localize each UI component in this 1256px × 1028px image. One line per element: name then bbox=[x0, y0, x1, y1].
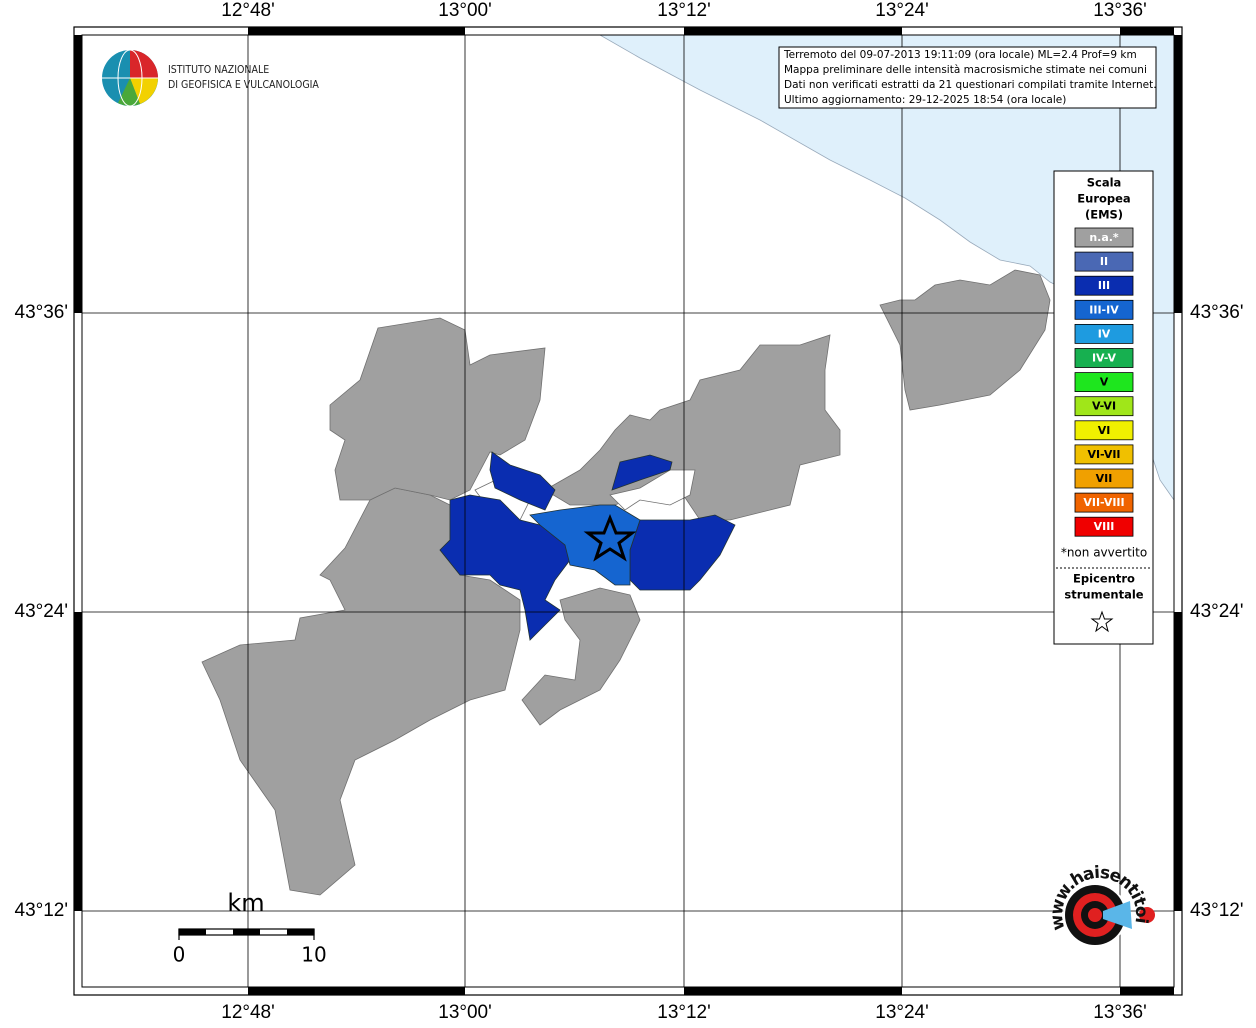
lon-label: 12°48' bbox=[221, 1002, 275, 1023]
legend: Scala Europea (EMS) *non avvertito Epice… bbox=[1053, 170, 1154, 645]
municipality-iii bbox=[489, 451, 556, 511]
legend-label: VIII bbox=[1094, 520, 1115, 533]
epicenter-symbol bbox=[1090, 610, 1114, 633]
axis-labels: 12°48' 13°00' 13°12' 13°24' 13°36' 12°48… bbox=[15, 0, 1244, 1023]
frame bbox=[73, 26, 1183, 996]
legend-swatch bbox=[1074, 516, 1134, 537]
lon-label: 13°24' bbox=[875, 1002, 929, 1023]
legend-label: n.a.* bbox=[1089, 231, 1119, 244]
legend-label: III-IV bbox=[1089, 303, 1119, 316]
legend-label: IV-V bbox=[1092, 352, 1117, 365]
info-line: Ultimo aggiornamento: 29-12-2025 18:54 (… bbox=[784, 94, 1066, 106]
legend-label: VII-VIII bbox=[1083, 496, 1124, 509]
info-line: Terremoto del 09-07-2013 19:11:09 (ora l… bbox=[783, 49, 1137, 61]
info-line: Mappa preliminare delle intensità macros… bbox=[784, 64, 1147, 76]
lat-label: 43°24' bbox=[1190, 601, 1244, 622]
lon-label: 13°12' bbox=[657, 1002, 711, 1023]
legend-swatch bbox=[1074, 275, 1134, 296]
legend-label: VII bbox=[1096, 472, 1113, 485]
legend-swatch bbox=[1074, 348, 1134, 368]
legend-title: Scala bbox=[1087, 176, 1122, 190]
legend-swatch bbox=[1074, 492, 1134, 513]
legend-epicenter: strumentale bbox=[1064, 588, 1143, 602]
legend-swatch bbox=[1074, 420, 1134, 441]
legend-label: V-VI bbox=[1092, 400, 1116, 413]
municipality bbox=[201, 487, 521, 896]
scale-label: 10 bbox=[301, 943, 326, 967]
lon-label: 12°48' bbox=[221, 0, 275, 21]
lat-label: 43°12' bbox=[15, 900, 69, 921]
map-area bbox=[82, 35, 1174, 987]
legend-swatch bbox=[1074, 323, 1134, 344]
legend-swatch bbox=[1074, 396, 1134, 417]
municipality bbox=[329, 317, 546, 501]
info-line: Dati non verificati estratti da 21 quest… bbox=[784, 79, 1157, 91]
lon-label: 13°24' bbox=[875, 0, 929, 21]
lon-label: 13°00' bbox=[438, 0, 492, 21]
legend-swatch bbox=[1074, 227, 1134, 248]
no-data-area bbox=[609, 469, 696, 511]
legend-note: *non avvertito bbox=[1061, 546, 1147, 560]
legend-swatch bbox=[1074, 251, 1134, 272]
logo-text: ISTITUTO NAZIONALE bbox=[168, 64, 269, 76]
epicenter bbox=[583, 513, 637, 562]
logo-text: DI GEOFISICA E VULCANOLOGIA bbox=[168, 79, 319, 91]
info-box: Terremoto del 09-07-2013 19:11:09 (ora l… bbox=[778, 46, 1157, 109]
legend-label: VI-VII bbox=[1087, 448, 1120, 461]
municipality bbox=[879, 269, 1051, 411]
legend-label: V bbox=[1100, 376, 1109, 389]
lon-label: 13°36' bbox=[1093, 1002, 1147, 1023]
legend-label: II bbox=[1100, 255, 1108, 268]
lat-label: 43°12' bbox=[1190, 900, 1244, 921]
legend-label: VI bbox=[1098, 424, 1111, 437]
legend-label: III bbox=[1098, 279, 1110, 292]
lon-label: 13°12' bbox=[657, 0, 711, 21]
legend-epicenter: Epicentro bbox=[1073, 572, 1135, 586]
scale-bar: km 0 10 bbox=[173, 889, 327, 967]
legend-title: Europea bbox=[1077, 192, 1130, 206]
lon-label: 13°00' bbox=[438, 1002, 492, 1023]
scale-label: 0 bbox=[173, 943, 186, 967]
legend-label: IV bbox=[1098, 327, 1111, 340]
lat-label: 43°24' bbox=[15, 601, 69, 622]
legend-swatch bbox=[1074, 299, 1134, 320]
municipality-iii bbox=[611, 454, 673, 491]
lon-label: 13°36' bbox=[1093, 0, 1147, 21]
sea bbox=[599, 35, 1174, 501]
grid bbox=[82, 35, 1174, 987]
municipality bbox=[521, 587, 641, 726]
legend-title: (EMS) bbox=[1085, 208, 1123, 222]
lat-label: 43°36' bbox=[15, 302, 69, 323]
legend-swatch bbox=[1074, 468, 1134, 489]
legend-swatch bbox=[1074, 444, 1134, 465]
lat-label: 43°36' bbox=[1190, 302, 1244, 323]
legend-swatch bbox=[1074, 372, 1134, 393]
ingv-logo: ISTITUTO NAZIONALE DI GEOFISICA E VULCAN… bbox=[102, 49, 319, 107]
scale-unit: km bbox=[227, 889, 264, 917]
